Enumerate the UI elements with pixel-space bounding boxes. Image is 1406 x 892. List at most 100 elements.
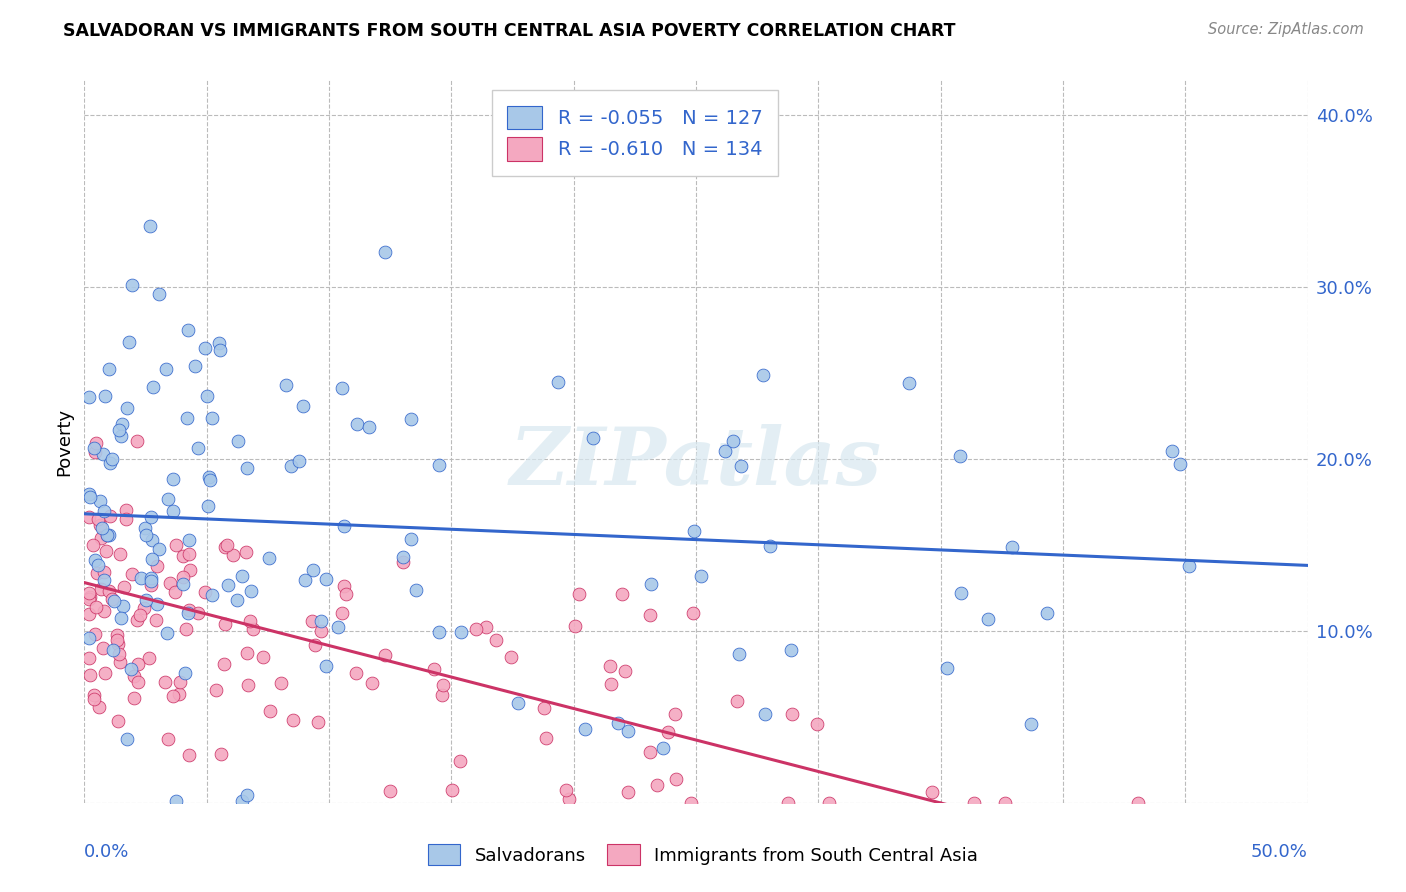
Point bbox=[547, 375, 569, 389]
Point bbox=[440, 783, 463, 797]
Point bbox=[533, 701, 555, 715]
Point bbox=[330, 606, 353, 620]
Point bbox=[101, 452, 124, 467]
Point bbox=[98, 456, 121, 470]
Point bbox=[179, 563, 201, 577]
Point bbox=[1161, 444, 1184, 458]
Point bbox=[361, 675, 384, 690]
Point bbox=[714, 443, 737, 458]
Point bbox=[177, 748, 200, 763]
Point bbox=[84, 627, 107, 641]
Point bbox=[148, 287, 170, 301]
Point bbox=[156, 732, 179, 747]
Point bbox=[77, 651, 100, 665]
Point bbox=[87, 700, 110, 714]
Point bbox=[107, 714, 129, 728]
Point bbox=[401, 532, 423, 546]
Point bbox=[239, 614, 262, 628]
Point bbox=[357, 419, 380, 434]
Point bbox=[405, 582, 427, 597]
Point bbox=[98, 508, 121, 523]
Point bbox=[564, 619, 586, 633]
Point bbox=[730, 458, 752, 473]
Point bbox=[172, 549, 194, 563]
Point bbox=[754, 707, 776, 722]
Point bbox=[187, 606, 209, 620]
Point bbox=[721, 434, 744, 448]
Point bbox=[146, 558, 169, 573]
Point bbox=[86, 566, 108, 580]
Point bbox=[96, 527, 118, 541]
Point bbox=[111, 599, 134, 614]
Point bbox=[399, 411, 422, 425]
Point bbox=[485, 633, 508, 648]
Point bbox=[205, 683, 228, 698]
Point bbox=[994, 796, 1017, 810]
Point bbox=[141, 510, 163, 524]
Point bbox=[105, 628, 128, 642]
Point bbox=[976, 612, 998, 626]
Point bbox=[155, 361, 177, 376]
Point bbox=[921, 785, 943, 799]
Point bbox=[165, 584, 187, 599]
Text: 50.0%: 50.0% bbox=[1251, 843, 1308, 861]
Point bbox=[169, 674, 191, 689]
Point bbox=[475, 620, 498, 634]
Point bbox=[172, 577, 194, 591]
Point bbox=[950, 586, 973, 600]
Point bbox=[90, 582, 112, 596]
Point bbox=[177, 606, 200, 620]
Point bbox=[120, 662, 142, 676]
Point bbox=[139, 219, 162, 233]
Point bbox=[574, 723, 596, 737]
Point bbox=[201, 589, 224, 603]
Point bbox=[122, 669, 145, 683]
Point bbox=[177, 547, 200, 561]
Point bbox=[138, 650, 160, 665]
Y-axis label: Poverty: Poverty bbox=[55, 408, 73, 475]
Point bbox=[127, 674, 149, 689]
Point bbox=[557, 791, 579, 805]
Point bbox=[86, 558, 108, 572]
Point bbox=[725, 694, 748, 708]
Point bbox=[1001, 541, 1024, 555]
Legend: Salvadorans, Immigrants from South Central Asia: Salvadorans, Immigrants from South Centr… bbox=[420, 837, 986, 872]
Point bbox=[201, 411, 224, 425]
Point bbox=[776, 796, 799, 810]
Point bbox=[145, 613, 167, 627]
Point bbox=[91, 447, 114, 461]
Point bbox=[427, 458, 450, 472]
Point bbox=[333, 579, 356, 593]
Point bbox=[77, 510, 100, 524]
Point bbox=[378, 783, 401, 797]
Point bbox=[162, 471, 184, 485]
Point bbox=[121, 567, 143, 582]
Point bbox=[780, 642, 803, 657]
Point bbox=[242, 622, 264, 636]
Point bbox=[288, 453, 311, 467]
Point bbox=[127, 657, 149, 671]
Point bbox=[148, 542, 170, 557]
Point bbox=[105, 632, 128, 647]
Point bbox=[427, 624, 450, 639]
Text: 0.0%: 0.0% bbox=[84, 843, 129, 861]
Point bbox=[83, 441, 105, 455]
Point bbox=[108, 656, 131, 670]
Point bbox=[215, 538, 238, 552]
Point bbox=[315, 572, 337, 586]
Point bbox=[134, 521, 156, 535]
Point bbox=[162, 504, 184, 518]
Point bbox=[231, 794, 253, 808]
Point bbox=[79, 490, 101, 504]
Point bbox=[91, 521, 114, 535]
Point bbox=[108, 547, 131, 561]
Text: Source: ZipAtlas.com: Source: ZipAtlas.com bbox=[1208, 22, 1364, 37]
Point bbox=[430, 688, 453, 702]
Point bbox=[638, 746, 661, 760]
Point bbox=[139, 574, 162, 588]
Point bbox=[222, 549, 245, 563]
Point bbox=[568, 587, 591, 601]
Point bbox=[115, 512, 138, 526]
Point bbox=[728, 647, 751, 661]
Point bbox=[208, 335, 231, 350]
